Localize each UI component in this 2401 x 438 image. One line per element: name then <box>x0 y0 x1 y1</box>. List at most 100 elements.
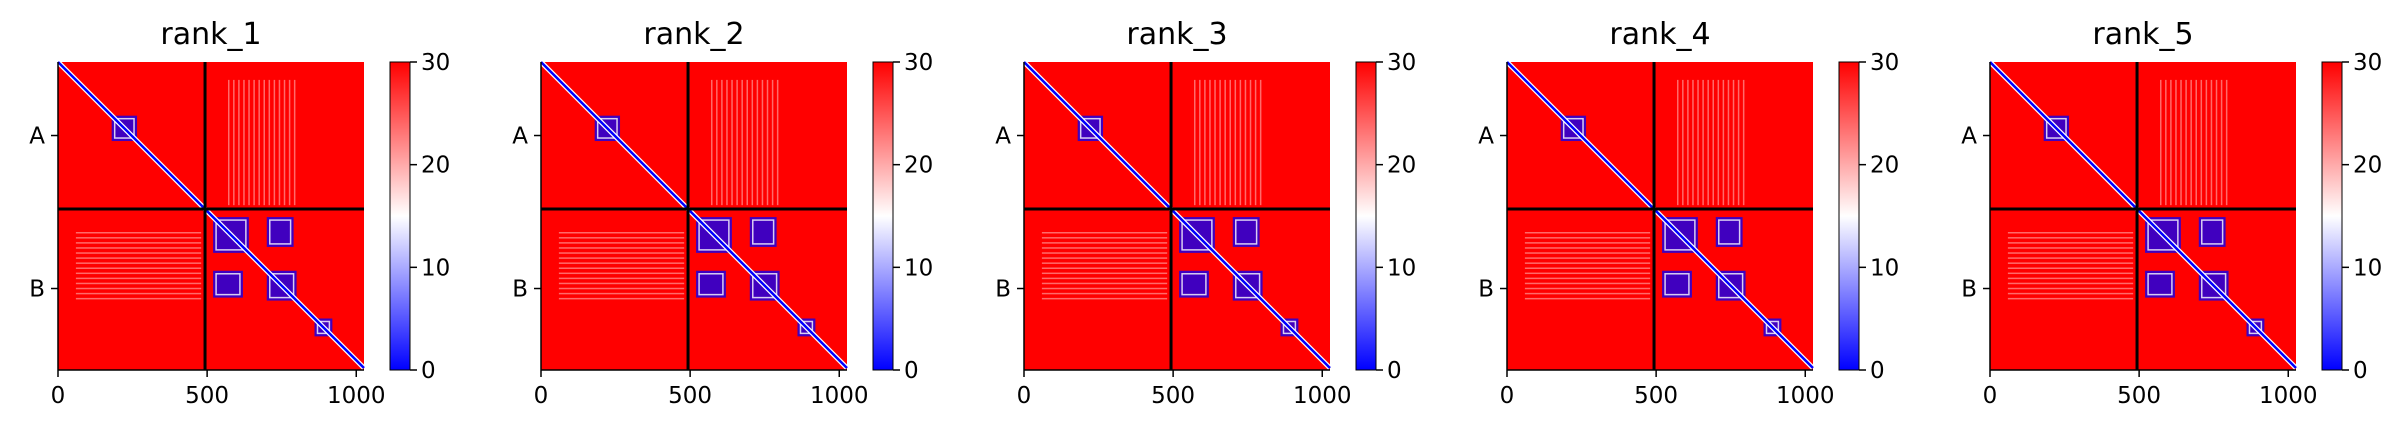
contact-block <box>1662 270 1692 298</box>
contact-stripe <box>1524 272 1651 275</box>
contact-block <box>266 217 294 247</box>
y-tick-label: A <box>29 124 45 150</box>
contact-stripe <box>558 247 685 249</box>
diagonal-contacts <box>540 61 848 369</box>
contact-block-texture <box>1718 219 1741 245</box>
contact-stripe <box>2007 277 2134 280</box>
x-tick-label: 1000 <box>2259 383 2318 409</box>
colorbar-tick-label: 10 <box>421 255 450 281</box>
contact-stripe <box>238 79 240 206</box>
contact-stripe <box>2160 79 2162 206</box>
contact-stripe <box>1041 282 1168 285</box>
contact-block-texture <box>1235 219 1258 245</box>
contact-stripe <box>243 79 245 206</box>
contact-stripe <box>258 79 260 206</box>
contact-block-texture <box>269 219 292 245</box>
contact-stripe <box>75 292 202 295</box>
contact-stripe <box>75 262 202 264</box>
contact-block <box>2198 217 2226 247</box>
contact-stripe <box>2007 237 2134 239</box>
contact-stripe <box>1041 257 1168 259</box>
x-tick-label: 500 <box>1151 383 1195 409</box>
contact-block <box>749 217 777 247</box>
contact-stripe <box>75 267 202 269</box>
contact-stripe <box>2007 242 2134 244</box>
panel-title: rank_5 <box>2092 17 2193 52</box>
contact-stripe <box>746 79 748 206</box>
contact-stripe <box>761 79 764 206</box>
contact-block-texture <box>316 320 331 335</box>
contact-stripe <box>2007 252 2134 254</box>
contact-stripe <box>2185 79 2187 206</box>
contact-stripe <box>1727 79 1730 206</box>
contact-block-texture <box>113 117 135 139</box>
contact-stripe <box>1041 252 1168 254</box>
x-tick-label: 1000 <box>1776 383 1835 409</box>
heatmap-panel-2: rank_2 A B 0 500 1000 0 10 20 30 <box>512 17 933 409</box>
contact-stripe <box>558 287 685 290</box>
contact-stripe <box>2200 79 2203 206</box>
colorbar-tick-label: 10 <box>904 255 933 281</box>
colorbar <box>389 61 411 371</box>
contact-stripe <box>75 257 202 259</box>
contact-block-texture <box>1765 320 1780 335</box>
contact-stripe <box>1677 79 1679 206</box>
contact-block-texture <box>2147 219 2179 251</box>
contact-block-texture <box>1718 273 1744 299</box>
contact-block-texture <box>698 273 724 296</box>
contact-block-texture <box>752 273 778 299</box>
contact-stripe <box>283 79 286 206</box>
y-tick-label: B <box>1961 277 1977 303</box>
contact-stripe <box>2210 79 2213 206</box>
contact-stripe <box>2007 272 2134 275</box>
contact-stripe <box>1041 272 1168 275</box>
y-tick-label: B <box>1478 277 1494 303</box>
contact-stripe <box>75 247 202 249</box>
contact-stripe <box>233 79 235 206</box>
contact-stripe <box>2215 79 2218 206</box>
contact-stripe <box>1732 79 1735 206</box>
contact-stripe <box>1224 79 1226 206</box>
contact-stripe <box>2007 282 2134 285</box>
heatmap-panel-4: rank_4 A B 0 500 1000 0 10 20 30 <box>1478 17 1899 409</box>
heatmap-panel-1: rank_1 A B 0 500 1000 0 10 20 30 <box>29 17 450 409</box>
contact-stripe <box>756 79 759 206</box>
contact-stripe <box>721 79 723 206</box>
x-tick-label: 0 <box>1017 383 1032 409</box>
contact-stripe <box>75 242 202 244</box>
contact-stripe <box>75 282 202 285</box>
contact-block-texture <box>752 219 775 245</box>
contact-stripe <box>1697 79 1699 206</box>
contact-stripe <box>1524 292 1651 295</box>
x-tick-label: 0 <box>51 383 66 409</box>
contact-stripe <box>75 237 202 239</box>
y-tick-label: B <box>995 277 1011 303</box>
x-tick-label: 1000 <box>327 383 386 409</box>
colorbar-tick-label: 0 <box>904 358 919 384</box>
contact-stripe <box>75 232 202 234</box>
colorbar-tick-label: 0 <box>421 358 436 384</box>
contact-stripe <box>736 79 738 206</box>
contact-stripe <box>558 292 685 295</box>
contact-stripe <box>558 237 685 239</box>
contact-stripe <box>75 272 202 275</box>
contact-stripe <box>1234 79 1237 206</box>
contact-stripe <box>711 79 713 206</box>
colorbar-tick-label: 10 <box>1870 255 1899 281</box>
contact-block-texture <box>1181 273 1207 296</box>
colorbar-tick-label: 10 <box>2353 255 2382 281</box>
colorbar-tick-label: 20 <box>1387 153 1416 179</box>
contact-stripe <box>558 267 685 269</box>
heatmap-panel-5: rank_5 A B 0 500 1000 0 10 20 30 <box>1961 17 2382 409</box>
x-tick-label: 500 <box>2117 383 2161 409</box>
contact-stripe <box>1041 237 1168 239</box>
colorbar-tick-label: 30 <box>2353 50 2382 76</box>
contact-stripe <box>1041 267 1168 269</box>
contact-stripe <box>1702 79 1704 206</box>
contact-stripe <box>2007 292 2134 295</box>
colorbar <box>1355 61 1377 371</box>
contact-stripe <box>278 79 281 206</box>
x-tick-label: 500 <box>1634 383 1678 409</box>
contact-stripe <box>2205 79 2208 206</box>
contact-stripe <box>776 79 779 206</box>
